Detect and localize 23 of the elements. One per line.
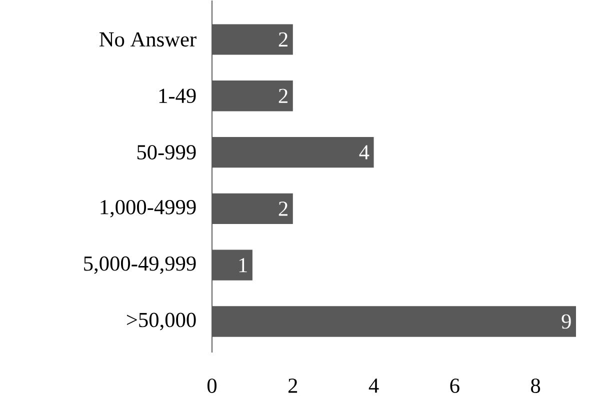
data-label: 1 [239,258,247,272]
bar [212,306,576,338]
y-tick-label: 50-999 [137,145,196,160]
data-label: 2 [278,89,288,104]
y-tick-label: 5,000-49,999 [84,256,196,274]
bar [212,80,293,112]
y-tick-label: 1-49 [159,88,196,104]
bar [212,24,293,56]
x-tick-label: 6 [450,378,460,394]
data-label: 9 [562,314,571,329]
bar [212,250,252,281]
y-tick-label: 1,000-4999 [100,200,196,218]
bar [212,137,374,168]
bar [212,194,293,224]
x-tick-label: 2 [288,378,298,393]
y-tick-label: No Answer [99,32,196,47]
x-tick-label: 8 [531,378,540,394]
y-tick-label: >50,000 [127,313,196,330]
data-label: 2 [278,32,288,47]
x-tick-label: 4 [368,378,379,393]
data-label: 4 [359,146,370,160]
x-tick-label: 0 [207,378,217,394]
data-label: 2 [278,202,288,216]
